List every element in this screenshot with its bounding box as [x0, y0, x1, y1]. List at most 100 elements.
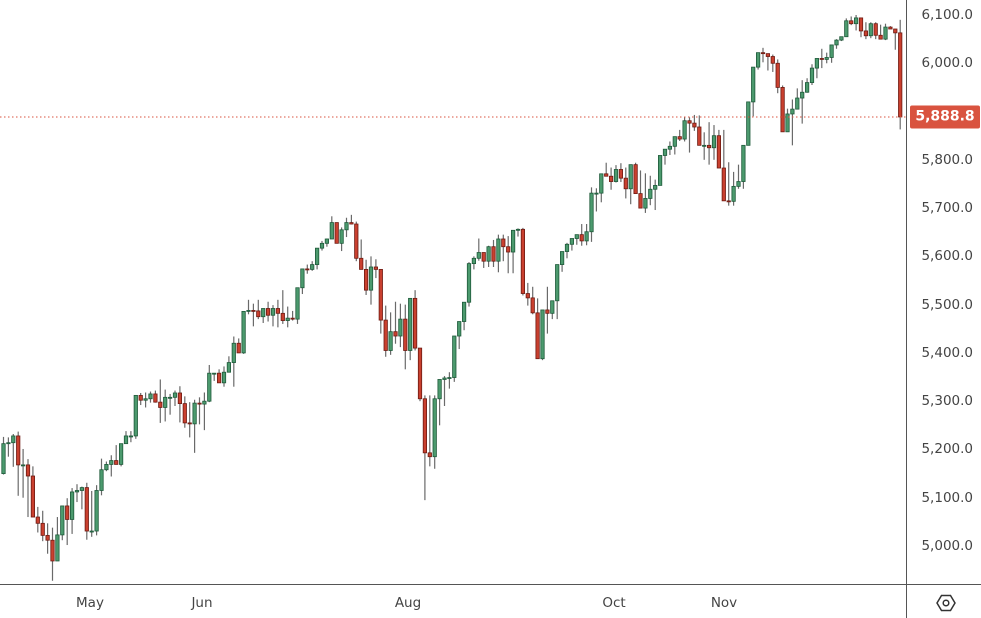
hexagon-settings-icon[interactable]	[936, 593, 956, 613]
candle-down	[16, 435, 21, 466]
candlestick-plot-area[interactable]	[0, 0, 907, 584]
candle-down	[65, 505, 70, 520]
candle-up	[442, 377, 447, 380]
candle-up	[11, 435, 16, 444]
candle-up	[285, 317, 290, 321]
candle-up	[148, 393, 153, 400]
candle-down	[520, 228, 526, 294]
candle-up	[643, 198, 648, 209]
candle-down	[633, 164, 638, 195]
candle-up	[167, 396, 173, 399]
candle-down	[545, 309, 550, 314]
candle-up	[79, 487, 84, 491]
candle-up	[241, 310, 246, 354]
candle-up	[854, 17, 859, 25]
candle-down	[858, 17, 864, 32]
candle-up	[785, 113, 790, 133]
candle-up	[746, 101, 751, 146]
candle-up	[496, 238, 501, 262]
price-tick-label: 6,000.0	[921, 55, 973, 72]
candle-down	[604, 173, 609, 177]
candle-down	[417, 347, 423, 400]
price-tick-label: 5,200.0	[921, 441, 973, 458]
candle-up	[702, 144, 707, 147]
candle-up	[883, 26, 888, 40]
candle-up	[207, 372, 212, 402]
candle-down	[535, 312, 540, 360]
candle-down	[863, 30, 869, 37]
candle-down	[275, 308, 281, 314]
time-axis[interactable]: May Jun Aug Oct Nov	[0, 584, 906, 618]
candle-down	[197, 402, 202, 405]
candle-down	[363, 268, 369, 291]
time-tick-label: May	[76, 595, 104, 611]
time-tick-label: Nov	[710, 595, 738, 611]
price-tick-label: 5,800.0	[921, 151, 973, 168]
candle-down	[780, 87, 785, 133]
candle-up	[667, 145, 673, 150]
candle-down	[45, 534, 50, 541]
candle-down	[280, 312, 285, 321]
candle-down	[692, 122, 697, 128]
candle-up	[461, 301, 467, 322]
candle-up	[202, 400, 207, 405]
candle-down	[35, 516, 40, 524]
candle-up	[824, 57, 829, 60]
candle-down	[378, 268, 383, 321]
candle-up	[594, 192, 599, 195]
candle-up	[839, 36, 844, 41]
candle-down	[373, 266, 379, 270]
candle-up	[128, 435, 133, 438]
candle-down	[873, 23, 878, 36]
candle-up	[6, 442, 11, 445]
candle-up	[868, 23, 873, 37]
candle-up	[329, 222, 334, 240]
candle-up	[192, 402, 197, 425]
price-tick-label: 5,700.0	[921, 200, 973, 217]
price-axis[interactable]: 6,100.0 6,000.0 5,800.0 5,700.0 5,600.0 5,500…	[906, 0, 981, 584]
candle-up	[432, 398, 437, 458]
candle-down	[334, 222, 339, 244]
candle-up	[398, 318, 403, 337]
candle-down	[609, 175, 614, 182]
candle-down	[50, 539, 55, 562]
candle-up	[74, 490, 80, 493]
candle-up	[104, 464, 109, 471]
candle-up	[662, 148, 668, 156]
candle-up	[805, 82, 810, 93]
candle-up	[736, 181, 741, 187]
candle-down	[265, 308, 271, 316]
candle-down	[579, 234, 584, 242]
candle-up	[55, 534, 60, 562]
candle-up	[466, 263, 472, 303]
candle-down	[898, 32, 903, 118]
candle-up	[94, 490, 99, 532]
candle-up	[834, 39, 839, 46]
price-tick-label: 6,100.0	[921, 7, 973, 23]
candle-up	[119, 443, 124, 465]
candle-down	[182, 403, 187, 424]
candle-up	[231, 342, 236, 363]
candle-down	[40, 522, 45, 536]
candle-up	[795, 97, 800, 110]
candle-down	[765, 53, 771, 57]
candle-down	[506, 246, 511, 253]
candle-down	[893, 28, 898, 34]
candle-up	[555, 264, 560, 302]
candle-down	[677, 136, 682, 140]
candle-up	[123, 435, 129, 445]
candle-down	[491, 246, 496, 262]
candle-up	[368, 266, 374, 291]
price-tick-label: 5,100.0	[921, 489, 973, 506]
candle-up	[221, 371, 227, 384]
candle-up	[569, 238, 575, 245]
candle-up	[324, 238, 330, 244]
candle-down	[481, 252, 486, 262]
candle-up	[344, 222, 349, 231]
candle-up	[658, 155, 663, 186]
candle-down	[888, 26, 893, 30]
candle-up	[486, 246, 491, 262]
candle-up	[515, 228, 521, 231]
candle-up	[408, 297, 413, 351]
candle-up	[672, 136, 677, 147]
